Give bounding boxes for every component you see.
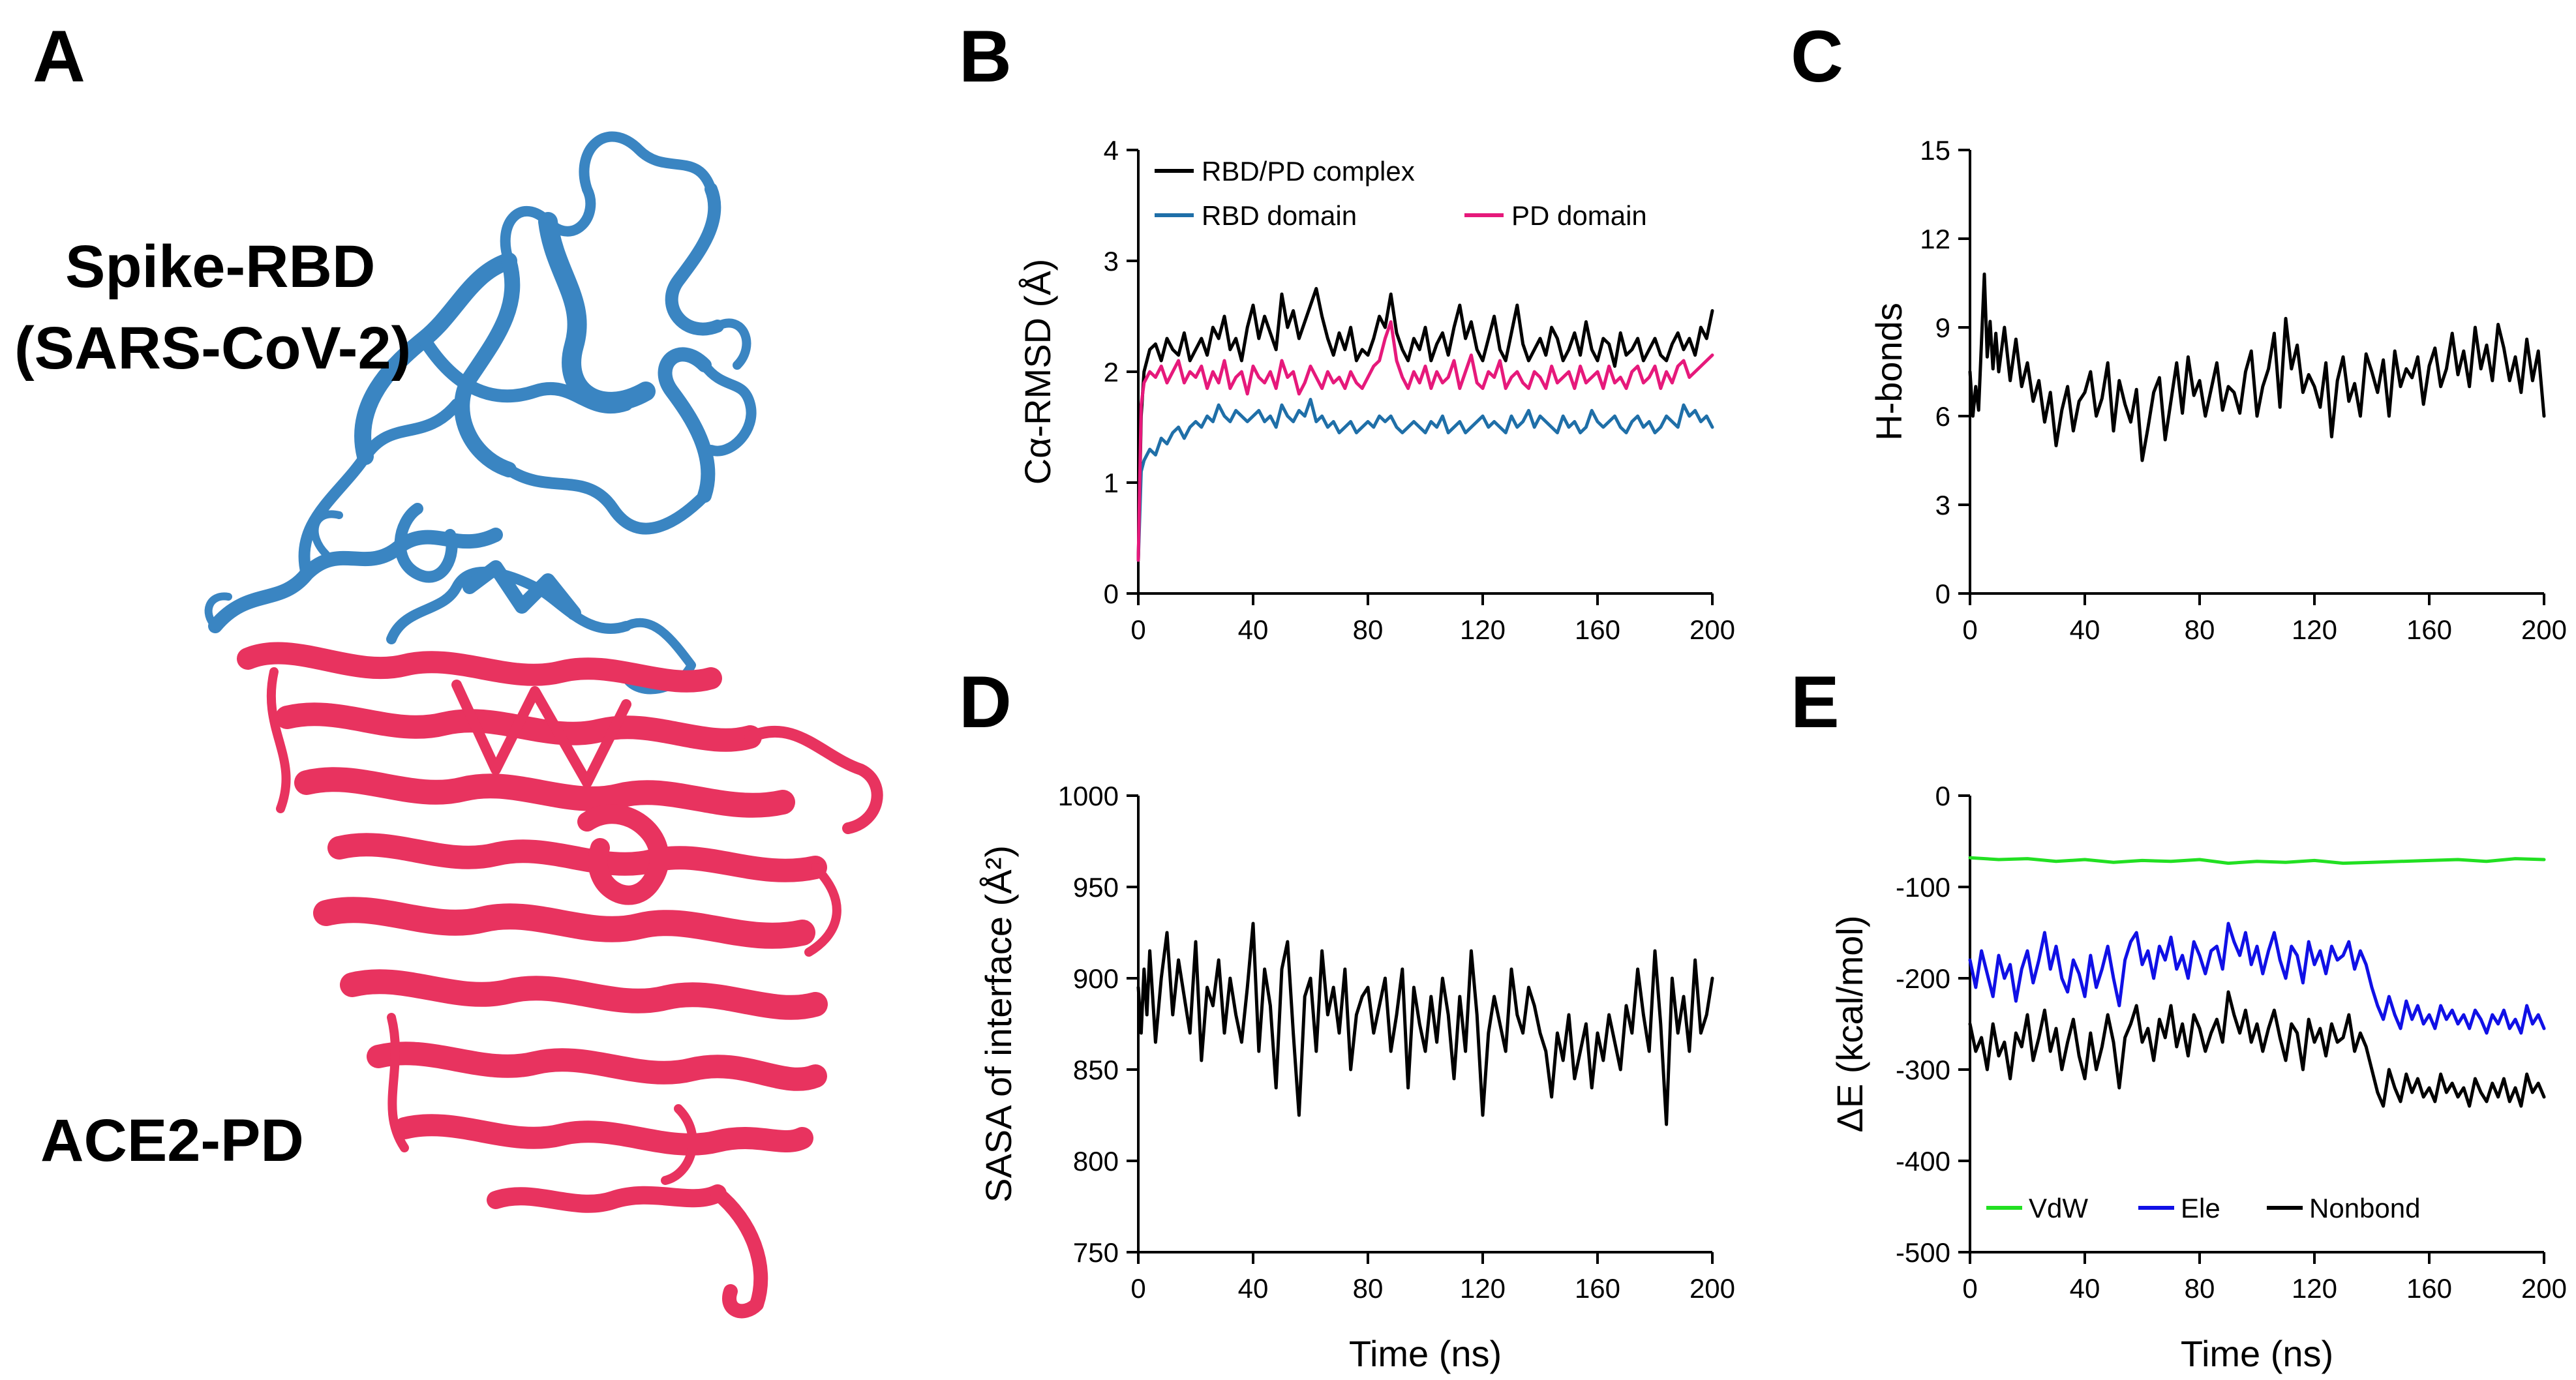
rbd-label-line2: (SARS-CoV-2) (14, 315, 411, 382)
x-tick-label: 200 (2521, 614, 2567, 645)
spike-rbd-structure (204, 131, 757, 695)
legend-label: RBD domain (1202, 200, 1357, 231)
x-tick-label: 200 (1690, 1273, 1735, 1304)
x-tick-label: 200 (1690, 614, 1735, 645)
panel-b: B 0 40 80 120 160 200 0 1 2 3 4 Cα-RMSD (Å) RBD/PD co… (959, 16, 1735, 645)
y-axis-title: Cα-RMSD (Å) (1017, 259, 1058, 485)
x-tick-label: 160 (1575, 1273, 1620, 1304)
x-tick-label: 0 (1962, 614, 1977, 645)
x-tick-label: 120 (1460, 614, 1506, 645)
y-tick-label: -400 (1896, 1146, 1950, 1177)
ace2-pd-structure (237, 642, 883, 1319)
x-tick-label: 0 (1130, 1273, 1145, 1304)
series-line-h-bonds (1968, 272, 2546, 462)
y-axis-title: ΔE (kcal/mol) (1829, 916, 1870, 1133)
panel-letter-e: E (1791, 661, 1840, 743)
series-line-pd-domain (1136, 320, 1714, 562)
x-tick-label: 40 (1238, 614, 1269, 645)
x-tick-label: 160 (2406, 1273, 2452, 1304)
x-tick-label: 80 (2185, 614, 2215, 645)
x-tick-label: 40 (1238, 1273, 1269, 1304)
y-tick-label: 9 (1935, 312, 1950, 343)
x-axis-title: Time (ns) (1349, 1333, 1502, 1374)
x-tick-label: 80 (2185, 1273, 2215, 1304)
legend-label: RBD/PD complex (1202, 156, 1415, 187)
y-axis-title: SASA of interface (Å²) (978, 845, 1019, 1203)
y-tick-label: 0 (1935, 781, 1950, 811)
y-tick-label: 12 (1920, 224, 1950, 254)
y-tick-label: 800 (1073, 1146, 1119, 1177)
y-tick-label: 1000 (1058, 781, 1119, 811)
y-tick-label: 3 (1935, 490, 1950, 520)
x-tick-label: 120 (1460, 1273, 1506, 1304)
x-tick-label: 160 (2406, 614, 2452, 645)
x-tick-label: 40 (2070, 614, 2100, 645)
y-tick-label: 4 (1104, 135, 1119, 166)
series-line-rbd-domain (1136, 398, 1714, 562)
panel-letter-d: D (959, 661, 1012, 743)
pd-label: ACE2-PD (40, 1107, 304, 1174)
series-line-nonbond (1968, 990, 2546, 1108)
panel-letter-c: C (1791, 16, 1843, 97)
rbd-label-line1: Spike-RBD (65, 233, 375, 300)
y-tick-label: 750 (1073, 1237, 1119, 1268)
x-tick-label: 120 (2292, 1273, 2337, 1304)
x-axis-title: Time (ns) (2181, 1333, 2333, 1374)
panel-a: A (14, 16, 883, 1319)
series-line-rbd-pd-complex (1136, 287, 1714, 562)
series-line-sasa (1136, 922, 1714, 1126)
panel-letter-b: B (959, 16, 1012, 97)
y-tick-label: 850 (1073, 1055, 1119, 1085)
legend-label: PD domain (1511, 200, 1647, 231)
x-tick-label: 160 (1575, 614, 1620, 645)
y-tick-label: 0 (1104, 578, 1119, 609)
series-line-vdw (1968, 856, 2546, 865)
y-tick-label: 1 (1104, 468, 1119, 498)
x-tick-label: 0 (1962, 1273, 1977, 1304)
series-line-ele (1968, 922, 2546, 1035)
x-tick-label: 80 (1353, 1273, 1384, 1304)
panel-e: E 0 40 80 120 160 200 -500 -400 -300 -200 -100 0 ΔE (… (1791, 661, 2567, 1374)
legend-label: Nonbond (2309, 1193, 2420, 1223)
x-tick-label: 0 (1130, 614, 1145, 645)
x-tick-label: 120 (2292, 614, 2337, 645)
y-tick-label: 15 (1920, 135, 1950, 166)
y-tick-label: 0 (1935, 578, 1950, 609)
x-tick-label: 200 (2521, 1273, 2567, 1304)
y-tick-label: 3 (1104, 246, 1119, 277)
panel-c: C 0 40 80 120 160 200 0 3 6 9 12 15 H-bonds (1791, 16, 2567, 645)
y-tick-label: 950 (1073, 872, 1119, 903)
y-tick-label: 6 (1935, 401, 1950, 432)
x-tick-label: 40 (2070, 1273, 2100, 1304)
panel-letter-a: A (33, 16, 85, 97)
panel-d: D 0 40 80 120 160 200 750 800 850 900 950 1000 SASA o… (959, 661, 1735, 1374)
legend-label: VdW (2029, 1193, 2088, 1223)
y-axis-title: H-bonds (1868, 303, 1909, 441)
x-tick-label: 80 (1353, 614, 1384, 645)
y-tick-label: -100 (1896, 872, 1950, 903)
y-tick-label: 900 (1073, 963, 1119, 994)
legend-label: Ele (2181, 1193, 2220, 1223)
y-tick-label: -200 (1896, 963, 1950, 994)
y-tick-label: -500 (1896, 1237, 1950, 1268)
y-tick-label: -300 (1896, 1055, 1950, 1085)
y-tick-label: 2 (1104, 357, 1119, 387)
